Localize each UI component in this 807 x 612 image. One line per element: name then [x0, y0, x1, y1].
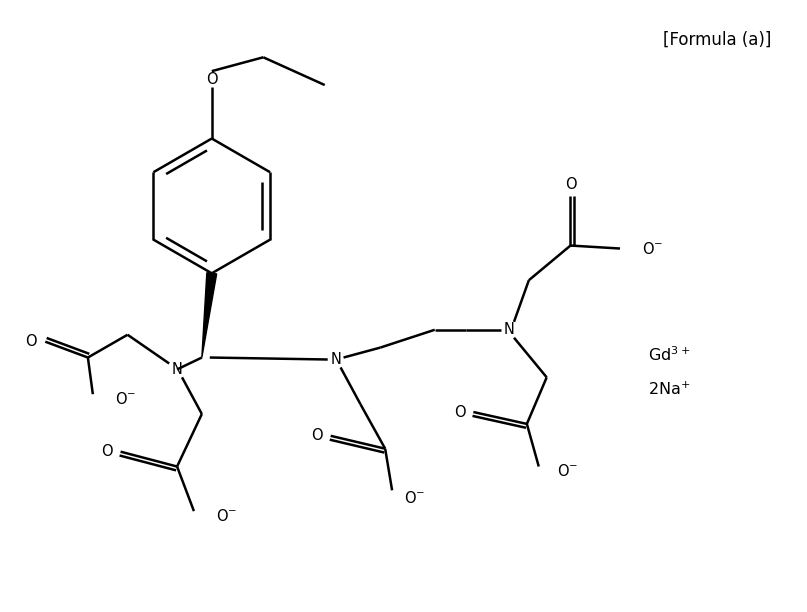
Text: O: O	[26, 334, 37, 349]
Text: O: O	[101, 444, 112, 459]
Text: O$^{-}$: O$^{-}$	[215, 508, 237, 524]
Text: O: O	[565, 177, 576, 192]
Text: 2Na$^{+}$: 2Na$^{+}$	[648, 381, 690, 398]
Text: O$^{-}$: O$^{-}$	[404, 490, 425, 506]
Text: N: N	[330, 352, 341, 367]
Text: O$^{-}$: O$^{-}$	[115, 391, 136, 407]
Text: Gd$^{3+}$: Gd$^{3+}$	[648, 345, 690, 364]
Text: O: O	[454, 405, 466, 420]
Text: N: N	[172, 362, 182, 377]
Text: O$^{-}$: O$^{-}$	[557, 463, 578, 479]
Text: [Formula (a)]: [Formula (a)]	[663, 31, 771, 48]
Text: O: O	[206, 72, 218, 86]
Text: N: N	[504, 323, 515, 337]
Text: O: O	[311, 428, 323, 443]
Polygon shape	[202, 273, 216, 357]
Text: O$^{-}$: O$^{-}$	[642, 241, 663, 256]
